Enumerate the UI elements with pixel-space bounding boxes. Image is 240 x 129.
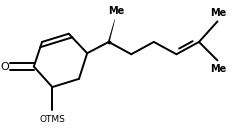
Text: Me: Me — [210, 8, 227, 18]
Polygon shape — [108, 19, 115, 42]
Text: OTMS: OTMS — [39, 115, 65, 124]
Text: Me: Me — [108, 6, 124, 16]
Text: Me: Me — [210, 64, 227, 74]
Text: O: O — [0, 62, 9, 72]
